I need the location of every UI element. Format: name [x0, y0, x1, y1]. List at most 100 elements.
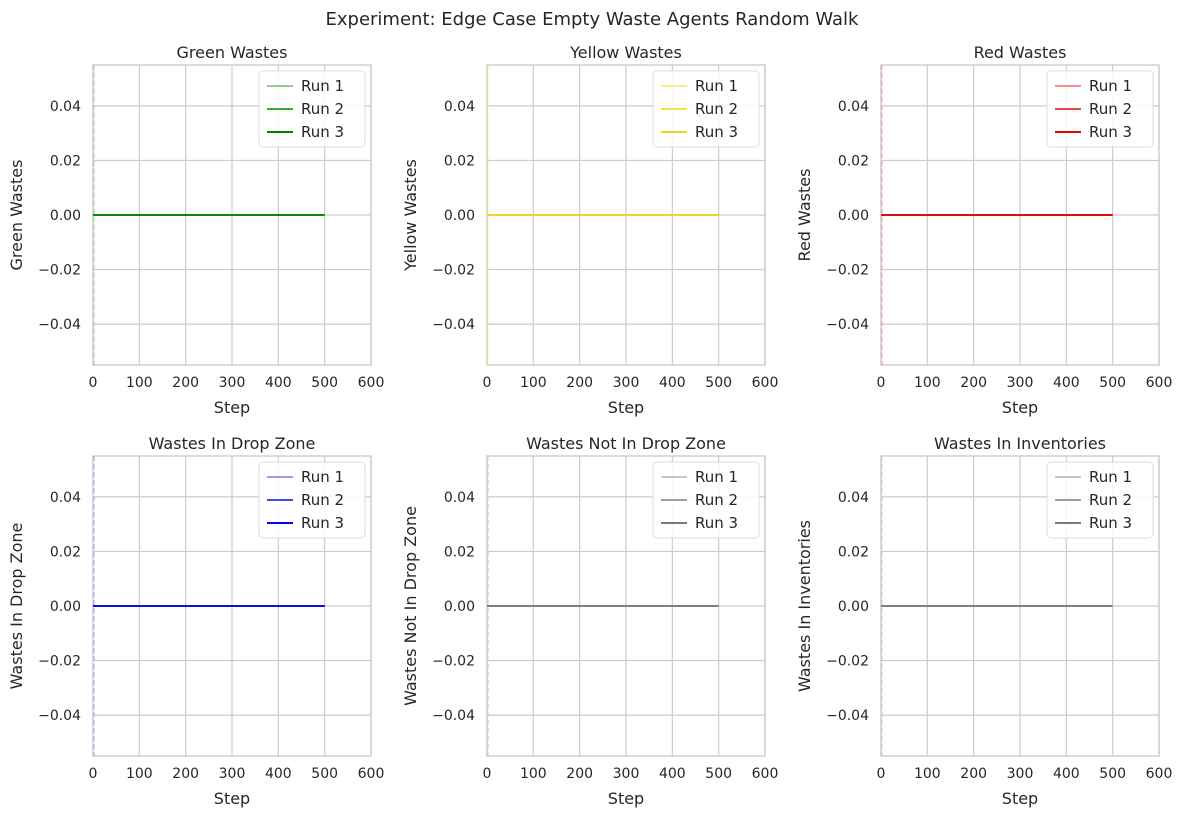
y-tick-label: 0.04 — [444, 490, 475, 506]
x-tick-label: 500 — [311, 766, 338, 782]
x-tick-label: 0 — [89, 375, 98, 391]
y-axis-label: Wastes Not In Drop Zone — [401, 506, 420, 706]
legend: Run 1 Run 2 Run 3 — [258, 70, 366, 148]
y-tick-label: 0.02 — [50, 544, 81, 560]
x-tick-label: 600 — [752, 375, 779, 391]
y-tick-label: −0.04 — [826, 317, 869, 333]
legend-entry: Run 3 — [301, 514, 344, 532]
legend-entry: Run 1 — [1089, 77, 1132, 95]
legend-box — [1046, 70, 1154, 148]
legend-entry: Run 2 — [301, 100, 344, 118]
x-tick-label: 600 — [358, 375, 385, 391]
x-tick-label: 400 — [265, 766, 292, 782]
x-tick-label: 500 — [705, 766, 732, 782]
subplot-6: Wastes In Inventories 0 100 200 300 400 500 600… — [795, 434, 1172, 808]
y-axis-label: Wastes In Inventories — [795, 520, 814, 692]
legend-entry: Run 1 — [695, 77, 738, 95]
x-tick-label: 0 — [483, 375, 492, 391]
x-tick-label: 500 — [705, 375, 732, 391]
y-tick-label: 0.02 — [444, 153, 475, 169]
y-tick-label: 0.04 — [838, 490, 869, 506]
x-tick-label: 400 — [265, 375, 292, 391]
legend-entry: Run 3 — [695, 123, 738, 141]
y-tick-label: −0.02 — [432, 263, 475, 279]
legend-entry: Run 2 — [1089, 491, 1132, 509]
x-tick-label: 100 — [520, 766, 547, 782]
x-tick-label: 300 — [219, 766, 246, 782]
x-tick-label: 100 — [914, 766, 941, 782]
y-tick-label: −0.02 — [432, 654, 475, 670]
x-tick-label: 300 — [613, 766, 640, 782]
legend: Run 1 Run 2 Run 3 — [652, 70, 760, 148]
x-tick-label: 0 — [89, 766, 98, 782]
legend-box — [652, 461, 760, 539]
legend-entry: Run 1 — [301, 468, 344, 486]
figure-suptitle: Experiment: Edge Case Empty Waste Agents… — [326, 9, 860, 30]
y-axis-label: Red Wastes — [795, 169, 814, 262]
subplot-1: Green Wastes 0 100 200 300 400 500 600 0.04 0.02 0… — [7, 43, 384, 417]
x-tick-label: 300 — [1007, 766, 1034, 782]
x-tick-label: 300 — [1007, 375, 1034, 391]
x-axis-label: Step — [214, 398, 250, 417]
legend-entry: Run 3 — [695, 514, 738, 532]
legend-entry: Run 3 — [301, 123, 344, 141]
subplot-title: Wastes In Drop Zone — [149, 434, 316, 453]
y-tick-label: −0.04 — [432, 708, 475, 724]
x-tick-label: 200 — [172, 375, 199, 391]
y-tick-label: −0.02 — [826, 263, 869, 279]
legend: Run 1 Run 2 Run 3 — [1046, 70, 1154, 148]
x-tick-label: 100 — [520, 375, 547, 391]
legend-box — [258, 461, 366, 539]
x-axis-label: Step — [1002, 398, 1038, 417]
x-axis-label: Step — [608, 789, 644, 808]
x-tick-label: 500 — [311, 375, 338, 391]
legend-box — [1046, 461, 1154, 539]
x-tick-label: 600 — [1146, 375, 1173, 391]
legend-entry: Run 2 — [695, 100, 738, 118]
y-tick-label: −0.04 — [826, 708, 869, 724]
legend: Run 1 Run 2 Run 3 — [1046, 461, 1154, 539]
x-tick-label: 300 — [219, 375, 246, 391]
legend-entry: Run 1 — [695, 468, 738, 486]
x-tick-label: 100 — [126, 375, 153, 391]
x-tick-label: 500 — [1099, 766, 1126, 782]
x-axis-label: Step — [608, 398, 644, 417]
legend: Run 1 Run 2 Run 3 — [652, 461, 760, 539]
y-tick-label: 0.04 — [838, 99, 869, 115]
x-axis-label: Step — [214, 789, 250, 808]
legend-entry: Run 1 — [1089, 468, 1132, 486]
y-tick-label: 0.04 — [444, 99, 475, 115]
y-tick-label: 0.00 — [50, 208, 81, 224]
y-tick-label: −0.04 — [38, 708, 81, 724]
legend-entry: Run 2 — [695, 491, 738, 509]
x-axis-label: Step — [1002, 789, 1038, 808]
y-tick-label: 0.00 — [50, 599, 81, 615]
x-tick-label: 400 — [659, 766, 686, 782]
subplot-5: Wastes Not In Drop Zone 0 100 200 300 400 500 6… — [401, 434, 778, 808]
legend: Run 1 Run 2 Run 3 — [258, 461, 366, 539]
subplot-3: Red Wastes 0 100 200 300 400 500 600 0.04 0.02 0.0… — [795, 43, 1172, 417]
x-tick-label: 400 — [1053, 375, 1080, 391]
x-tick-label: 400 — [1053, 766, 1080, 782]
y-tick-label: −0.02 — [38, 263, 81, 279]
x-tick-label: 600 — [358, 766, 385, 782]
y-tick-label: −0.02 — [38, 654, 81, 670]
y-tick-label: 0.02 — [838, 153, 869, 169]
y-tick-label: 0.00 — [838, 208, 869, 224]
x-tick-label: 200 — [960, 766, 987, 782]
x-tick-label: 0 — [483, 766, 492, 782]
y-tick-label: 0.02 — [444, 544, 475, 560]
legend-entry: Run 3 — [1089, 514, 1132, 532]
legend-entry: Run 3 — [1089, 123, 1132, 141]
x-tick-label: 200 — [172, 766, 199, 782]
x-tick-label: 200 — [566, 766, 593, 782]
legend-entry: Run 1 — [301, 77, 344, 95]
y-tick-label: 0.00 — [444, 208, 475, 224]
x-tick-label: 400 — [659, 375, 686, 391]
x-tick-label: 0 — [877, 375, 886, 391]
x-tick-label: 600 — [752, 766, 779, 782]
subplot-2: Yellow Wastes 0 100 200 300 400 500 600 0.04 0.02… — [401, 43, 778, 417]
legend-box — [258, 70, 366, 148]
subplot-title: Red Wastes — [974, 43, 1067, 62]
